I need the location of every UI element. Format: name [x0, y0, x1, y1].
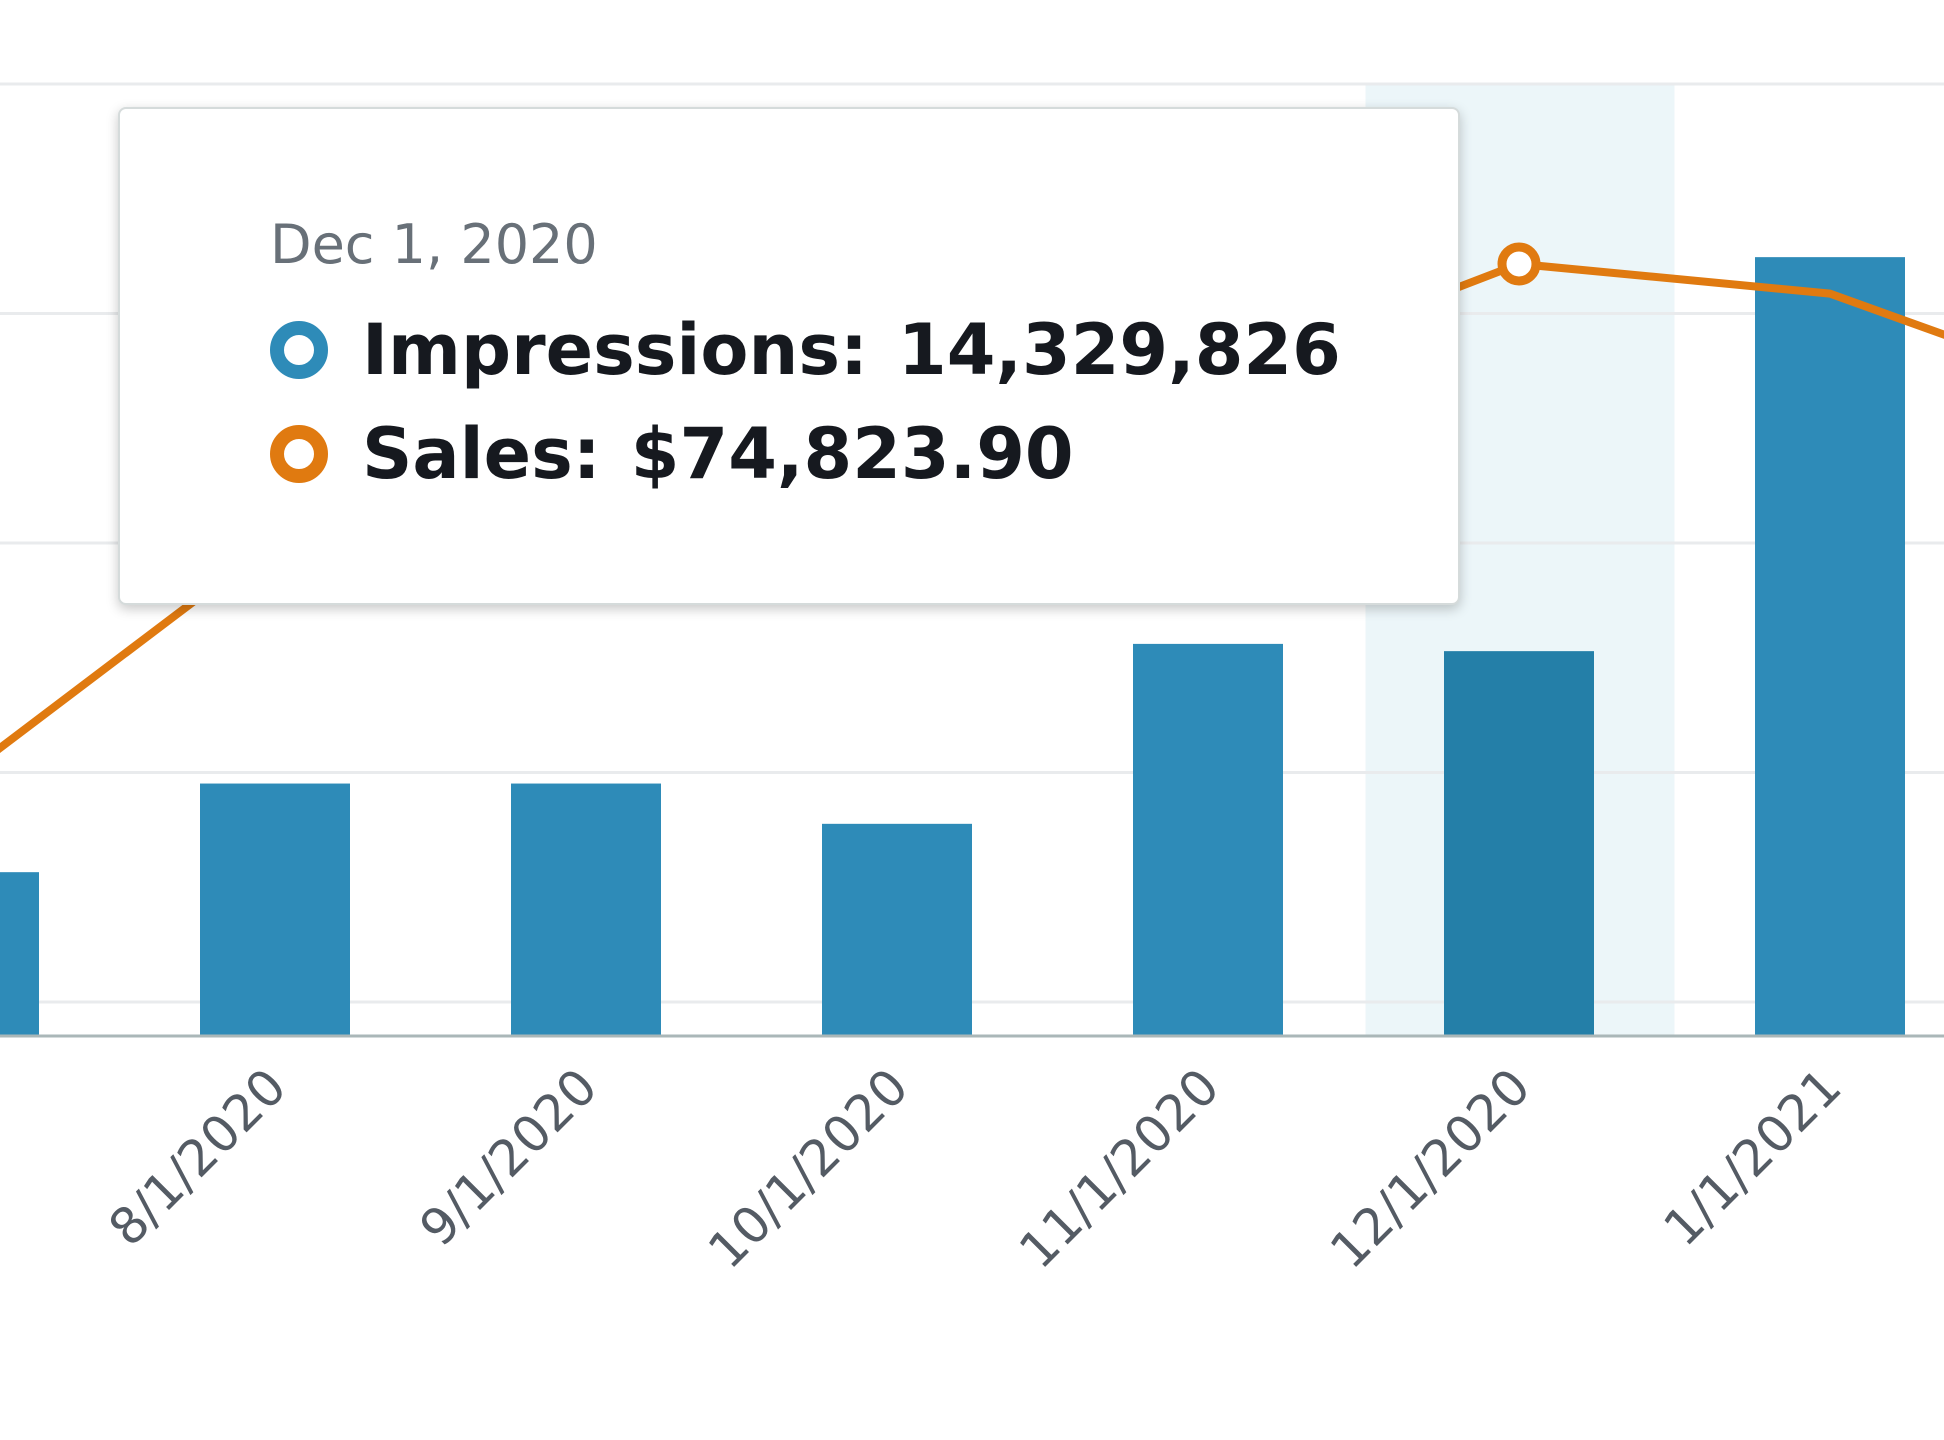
- chart-tooltip: Dec 1, 2020 Impressions: 14,329,826 Sale…: [118, 107, 1460, 605]
- tooltip-sales-label: Sales:: [362, 413, 601, 495]
- impressions-marker-icon: [270, 321, 328, 379]
- tooltip-sales-value: $74,823.90: [630, 413, 1074, 495]
- x-tick-label: 8/1/2020: [98, 1057, 298, 1257]
- impressions-bar: [200, 783, 350, 1036]
- x-tick-label: 11/1/2020: [1008, 1057, 1230, 1279]
- tooltip-row-impressions: Impressions: 14,329,826: [270, 309, 1341, 391]
- x-tick-label: 12/1/2020: [1319, 1057, 1541, 1279]
- tooltip-impressions-value: 14,329,826: [898, 309, 1341, 391]
- x-tick-label: 10/1/2020: [697, 1057, 919, 1279]
- x-tick-label: 9/1/2020: [409, 1057, 609, 1257]
- x-tick-label: 1/1/2021: [1653, 1057, 1853, 1257]
- tooltip-impressions-label: Impressions:: [362, 309, 868, 391]
- tooltip-date: Dec 1, 2020: [270, 213, 598, 276]
- tooltip-row-sales: Sales: $74,823.90: [270, 413, 1074, 495]
- impressions-bar: [1133, 643, 1283, 1036]
- impressions-bar: [1755, 257, 1905, 1037]
- impressions-bar: [1444, 651, 1594, 1036]
- sales-marker-icon: [270, 425, 328, 483]
- sales-highlight-point: [1497, 242, 1541, 286]
- impressions-bar: [822, 823, 972, 1036]
- impressions-bar: [0, 872, 39, 1036]
- impressions-bar: [511, 783, 661, 1036]
